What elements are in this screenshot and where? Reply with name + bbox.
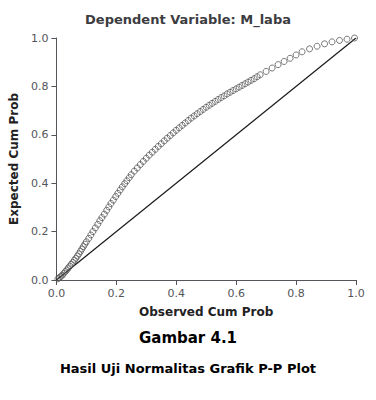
- svg-text:0.0: 0.0: [31, 274, 49, 287]
- svg-text:1.0: 1.0: [347, 287, 365, 300]
- svg-text:Observed Cum Prob: Observed Cum Prob: [139, 305, 274, 319]
- svg-text:0.0: 0.0: [48, 287, 66, 300]
- svg-text:Dependent Variable: M_laba: Dependent Variable: M_laba: [85, 12, 291, 28]
- svg-text:0.4: 0.4: [167, 287, 185, 300]
- svg-text:0.4: 0.4: [31, 177, 49, 190]
- svg-text:0.2: 0.2: [108, 287, 126, 300]
- svg-text:Expected Cum Prob: Expected Cum Prob: [7, 93, 21, 225]
- svg-text:Gambar 4.1: Gambar 4.1: [139, 329, 237, 347]
- svg-text:Hasil Uji Normalitas Grafik P-: Hasil Uji Normalitas Grafik P-P Plot: [60, 361, 316, 376]
- svg-text:0.2: 0.2: [31, 225, 49, 238]
- svg-text:0.8: 0.8: [31, 80, 49, 93]
- svg-text:0.6: 0.6: [227, 287, 245, 300]
- svg-text:0.6: 0.6: [31, 128, 49, 141]
- svg-text:1.0: 1.0: [31, 32, 49, 45]
- svg-text:0.8: 0.8: [287, 287, 305, 300]
